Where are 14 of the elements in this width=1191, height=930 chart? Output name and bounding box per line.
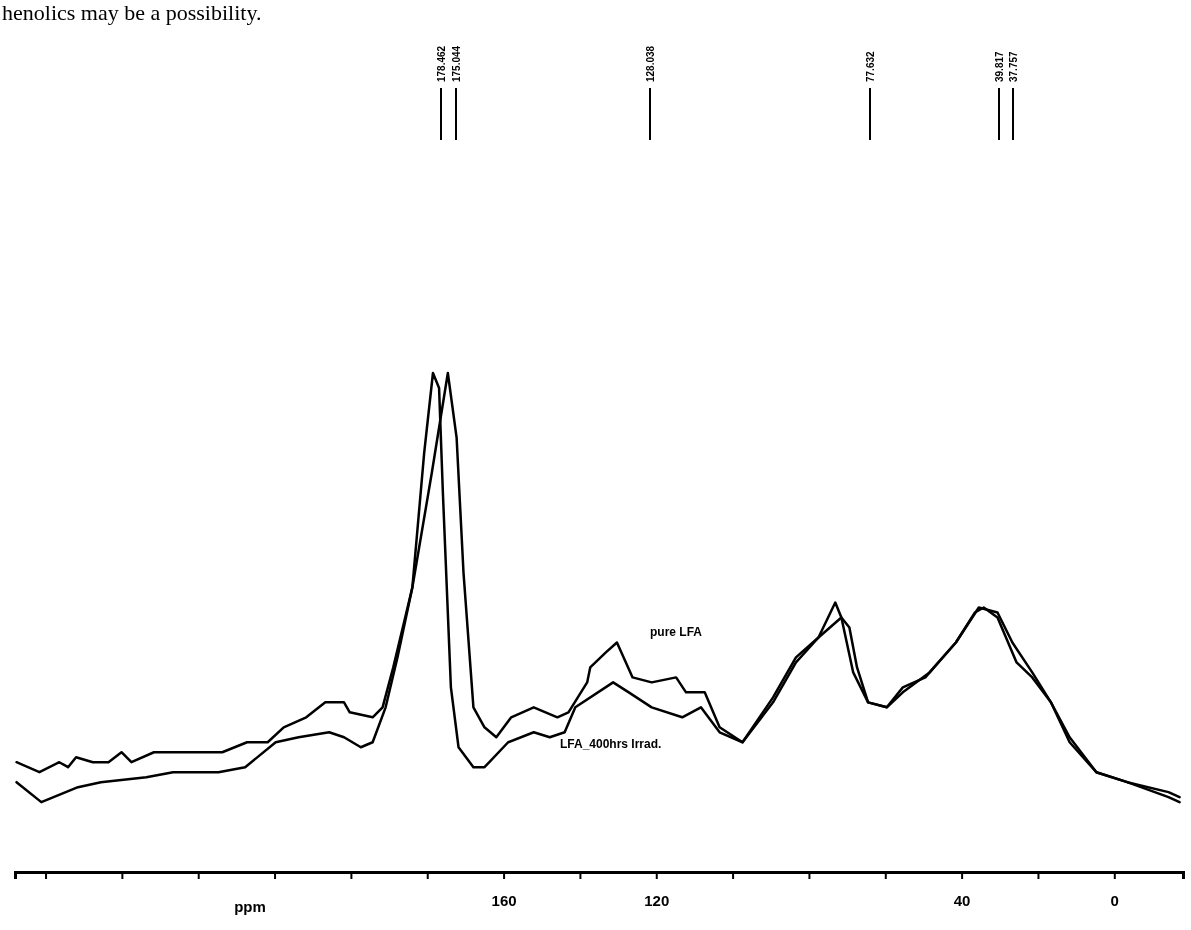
x-tick-label: 160 (491, 892, 517, 909)
text: 128.038 (645, 45, 656, 82)
series-label: LFA_400hrs Irrad. (560, 737, 662, 751)
text: 39.817 (994, 50, 1005, 82)
x-tick-label: 40 (953, 892, 971, 909)
x-tick-label: 0 (1110, 892, 1119, 909)
text: 77.632 (865, 50, 876, 82)
text: 37.757 (1008, 50, 1019, 82)
x-axis-title: ppm (234, 898, 266, 915)
text: 178.462 (436, 45, 447, 82)
x-tick-label: 120 (644, 892, 670, 909)
text: henolics may be a possibility. (2, 0, 262, 25)
text: pure LFA (650, 625, 703, 639)
text: 175.044 (451, 45, 462, 82)
